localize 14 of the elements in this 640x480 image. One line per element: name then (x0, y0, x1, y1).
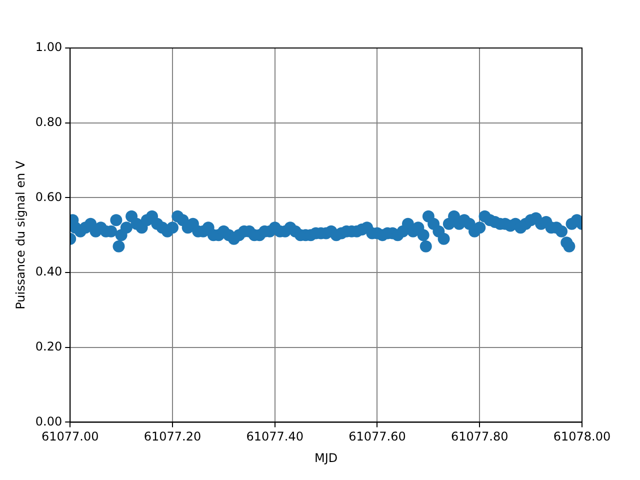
y-tick-label: 0.60 (35, 190, 62, 204)
x-tick-label: 61078.00 (553, 430, 611, 444)
y-tick-label: 0.40 (35, 264, 62, 279)
x-axis-title: MJD (314, 450, 338, 465)
x-tick-label: 61077.00 (41, 430, 99, 444)
x-tick-label: 61077.20 (144, 430, 202, 444)
y-tick-label: 0.80 (35, 114, 62, 129)
y-axis-title: Puissance du signal en V (13, 160, 28, 310)
y-tick-label: 0.00 (35, 414, 62, 428)
x-tick-label: 61077.80 (450, 430, 508, 444)
y-tick-label: 1.00 (35, 40, 62, 54)
y-tick-label: 0.20 (35, 339, 62, 354)
x-tick-label: 61077.40 (246, 430, 304, 444)
x-tick-label: 61077.60 (348, 430, 406, 444)
